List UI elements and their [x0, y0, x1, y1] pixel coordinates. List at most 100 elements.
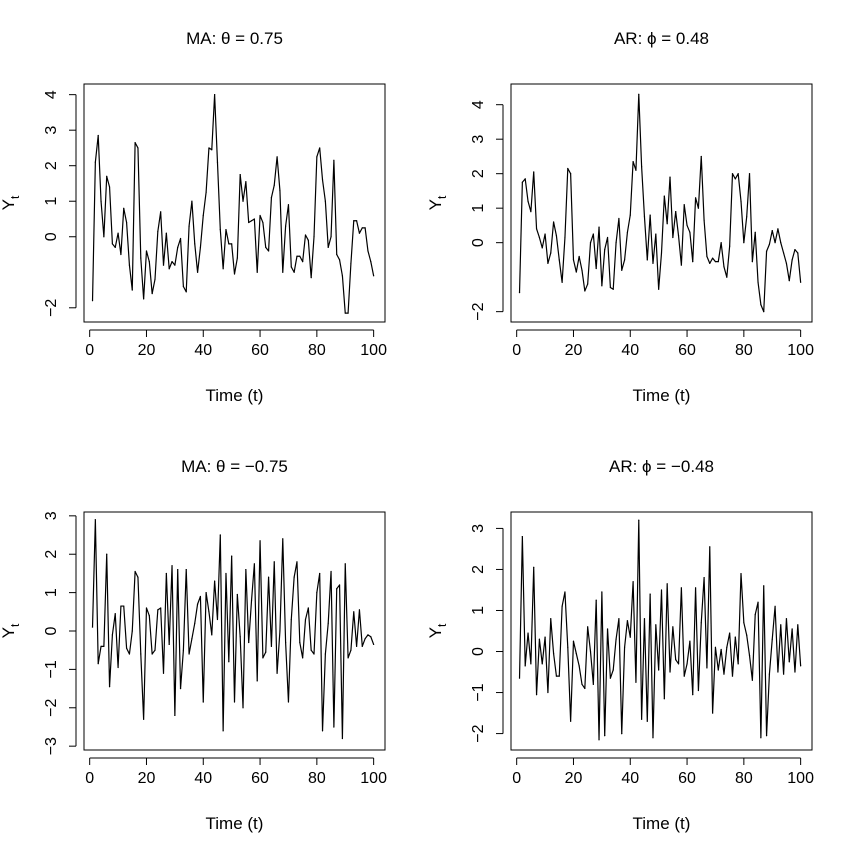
y-tick-label-3: 3 — [470, 135, 487, 144]
data-point — [293, 271, 295, 273]
data-point — [353, 611, 355, 613]
y-tick-label-1: −1 — [470, 683, 487, 701]
y-axis-label: Yt — [0, 623, 22, 638]
data-point — [302, 657, 304, 659]
data-point — [370, 636, 372, 638]
data-point — [570, 720, 572, 722]
data-point — [143, 298, 145, 300]
data-point — [638, 519, 640, 521]
data-point — [117, 232, 119, 234]
y-tick-label-2: −2 — [43, 699, 60, 717]
data-point — [188, 225, 190, 227]
data-point — [177, 246, 179, 248]
data-point — [533, 566, 535, 569]
data-point — [677, 235, 680, 237]
data-point — [800, 665, 802, 667]
data-point — [157, 609, 159, 611]
data-point — [225, 229, 227, 231]
data-point — [598, 739, 600, 741]
data-point — [703, 577, 705, 579]
y-tick-label-0: 0 — [470, 238, 487, 247]
data-point — [763, 585, 765, 587]
data-point — [694, 587, 697, 589]
y-axis-label: Yt — [426, 623, 449, 638]
data-point — [285, 641, 287, 644]
data-point — [746, 634, 748, 636]
data-point — [734, 636, 736, 638]
data-point — [94, 161, 96, 163]
data-point — [694, 197, 697, 199]
data-point — [575, 652, 577, 655]
data-point — [604, 735, 606, 737]
data-point — [273, 184, 275, 186]
x-tick-label-100: 100 — [787, 342, 814, 359]
data-point — [140, 653, 142, 655]
data-point — [202, 701, 204, 703]
data-point — [578, 665, 580, 667]
data-point — [692, 261, 694, 263]
data-point — [629, 214, 631, 216]
data-point — [108, 186, 111, 188]
data-point — [615, 638, 617, 640]
data-point — [598, 226, 600, 228]
data-point — [564, 236, 566, 239]
series-line — [91, 519, 375, 740]
y-tick-label-3: −3 — [43, 737, 60, 755]
data-point — [134, 570, 136, 573]
data-point — [572, 640, 575, 642]
data-point — [160, 211, 162, 213]
data-point — [310, 277, 312, 279]
data-point — [239, 636, 241, 638]
data-point — [94, 519, 96, 521]
data-point — [589, 242, 592, 244]
data-point — [265, 246, 267, 248]
data-point — [609, 677, 611, 679]
data-point — [689, 640, 691, 642]
data-point — [344, 563, 346, 565]
data-point — [287, 701, 290, 703]
series-line — [91, 94, 375, 314]
chart-panel-3: MA: θ = −0.75 0 20 40 60 80 100 Time (t) −3 −2 −1 0… — [0, 457, 387, 833]
data-point — [148, 615, 150, 617]
data-point — [703, 219, 705, 221]
data-point — [558, 259, 560, 261]
data-point — [623, 259, 626, 261]
data-point — [712, 712, 714, 714]
data-point — [748, 655, 751, 657]
data-point — [165, 572, 167, 575]
data-point — [751, 261, 753, 263]
data-point — [717, 261, 719, 263]
data-point — [262, 221, 264, 224]
y-axis-label-base: Y — [426, 627, 445, 638]
data-point — [347, 312, 349, 314]
data-point — [364, 227, 366, 229]
data-point — [677, 663, 680, 665]
data-point — [194, 243, 196, 245]
x-tick-label-60: 60 — [678, 342, 696, 359]
data-point — [256, 271, 258, 273]
data-point — [663, 698, 665, 700]
data-point — [780, 242, 782, 244]
data-point — [270, 645, 273, 647]
data-point — [270, 197, 273, 199]
data-point — [527, 200, 529, 202]
data-point — [689, 231, 691, 233]
data-point — [211, 149, 213, 151]
data-point — [214, 94, 216, 96]
data-point — [250, 220, 253, 222]
data-point — [285, 225, 287, 227]
data-point — [663, 195, 665, 197]
data-point — [618, 618, 620, 620]
x-tick-label-100: 100 — [360, 342, 387, 359]
data-point — [686, 663, 688, 665]
data-point — [720, 242, 722, 244]
data-point — [185, 568, 187, 571]
data-point — [646, 259, 648, 261]
data-point — [236, 257, 238, 259]
data-point — [361, 645, 363, 647]
y-tick-label-3: 3 — [43, 126, 60, 135]
x-tick-label-0: 0 — [85, 770, 94, 787]
data-point — [683, 675, 685, 677]
data-point — [587, 283, 589, 285]
